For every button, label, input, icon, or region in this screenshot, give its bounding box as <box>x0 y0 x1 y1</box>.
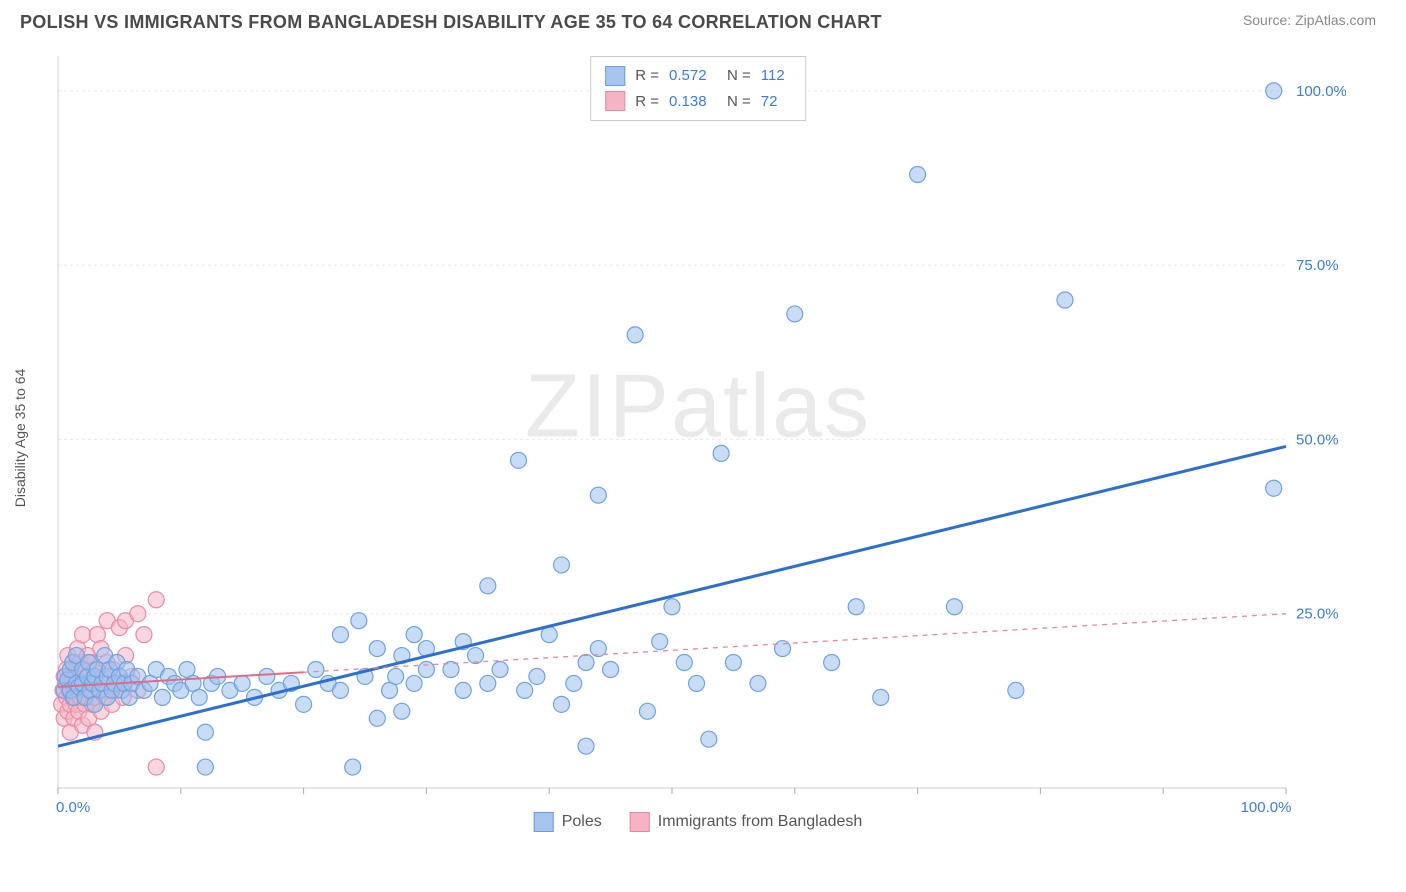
data-point <box>121 689 137 705</box>
data-point <box>639 703 655 719</box>
stat-r-value: 0.572 <box>669 63 717 89</box>
data-point <box>511 452 527 468</box>
data-point <box>775 641 791 657</box>
data-point <box>1057 292 1073 308</box>
stats-legend-row: R = 0.572 N = 112 <box>605 63 791 89</box>
data-point <box>1008 682 1024 698</box>
data-point <box>676 655 692 671</box>
stat-r-value: 0.138 <box>669 89 717 115</box>
svg-text:100.0%: 100.0% <box>1296 83 1346 100</box>
data-point <box>701 731 717 747</box>
data-point <box>578 655 594 671</box>
data-point <box>308 661 324 677</box>
data-point <box>713 445 729 461</box>
data-point <box>406 675 422 691</box>
stat-n-value: 112 <box>761 63 791 89</box>
data-point <box>664 599 680 615</box>
chart-container: Disability Age 35 to 64 ZIPatlas R =0.57… <box>50 48 1346 828</box>
bottom-legend: Poles Immigrants from Bangladesh <box>534 812 863 832</box>
data-point <box>197 724 213 740</box>
y-axis-title: Disability Age 35 to 64 <box>12 369 28 508</box>
data-point <box>406 627 422 643</box>
data-point <box>455 682 471 698</box>
data-point <box>136 627 152 643</box>
data-point <box>848 599 864 615</box>
data-point <box>369 710 385 726</box>
scatter-chart: 25.0% 50.0% 75.0% 100.0% 0.0% 100.0% <box>50 48 1346 828</box>
stat-n-value: 72 <box>761 89 791 115</box>
data-point <box>750 675 766 691</box>
data-point <box>492 661 508 677</box>
stat-n-label: N = <box>727 89 751 115</box>
data-point <box>468 648 484 664</box>
source-attribution: Source: ZipAtlas.com <box>1243 12 1386 28</box>
data-point <box>689 675 705 691</box>
data-point <box>603 661 619 677</box>
legend-label: Poles <box>562 813 602 831</box>
bottom-legend-item: Immigrants from Bangladesh <box>630 812 863 832</box>
stat-r-label: R = <box>635 63 659 89</box>
data-point <box>787 306 803 322</box>
data-point <box>725 655 741 671</box>
data-point <box>197 759 213 775</box>
data-point <box>529 668 545 684</box>
data-point <box>148 592 164 608</box>
data-point <box>388 668 404 684</box>
data-point <box>130 606 146 622</box>
data-point <box>553 557 569 573</box>
data-point <box>191 689 207 705</box>
data-point <box>154 689 170 705</box>
data-point <box>910 167 926 183</box>
bottom-legend-item: Poles <box>534 812 602 832</box>
data-point <box>1266 83 1282 99</box>
data-point <box>345 759 361 775</box>
legend-swatch <box>534 812 554 832</box>
data-point <box>553 696 569 712</box>
svg-text:25.0%: 25.0% <box>1296 606 1339 623</box>
data-point <box>259 668 275 684</box>
legend-swatch <box>605 91 625 111</box>
stat-n-label: N = <box>727 63 751 89</box>
svg-text:75.0%: 75.0% <box>1296 257 1339 274</box>
data-point <box>566 675 582 691</box>
data-point <box>394 703 410 719</box>
svg-text:0.0%: 0.0% <box>56 799 90 816</box>
data-point <box>480 578 496 594</box>
data-point <box>351 613 367 629</box>
legend-swatch <box>630 812 650 832</box>
svg-text:50.0%: 50.0% <box>1296 431 1339 448</box>
legend-swatch <box>605 66 625 86</box>
data-point <box>332 682 348 698</box>
data-point <box>369 641 385 657</box>
data-point <box>517 682 533 698</box>
stats-legend-row: R = 0.138 N = 72 <box>605 89 791 115</box>
stat-r-label: R = <box>635 89 659 115</box>
data-point <box>480 675 496 691</box>
svg-text:100.0%: 100.0% <box>1241 799 1292 816</box>
data-point <box>590 487 606 503</box>
data-point <box>627 327 643 343</box>
data-point <box>824 655 840 671</box>
stats-legend: R = 0.572 N = 112 R = 0.138 N = 72 <box>590 56 806 121</box>
data-point <box>332 627 348 643</box>
data-point <box>1266 480 1282 496</box>
data-point <box>873 689 889 705</box>
chart-title: POLISH VS IMMIGRANTS FROM BANGLADESH DIS… <box>20 12 882 33</box>
data-point <box>75 627 91 643</box>
data-point <box>578 738 594 754</box>
data-point <box>946 599 962 615</box>
data-point <box>234 675 250 691</box>
data-point <box>418 661 434 677</box>
data-point <box>652 634 668 650</box>
legend-label: Immigrants from Bangladesh <box>658 813 863 831</box>
data-point <box>296 696 312 712</box>
data-point <box>148 759 164 775</box>
